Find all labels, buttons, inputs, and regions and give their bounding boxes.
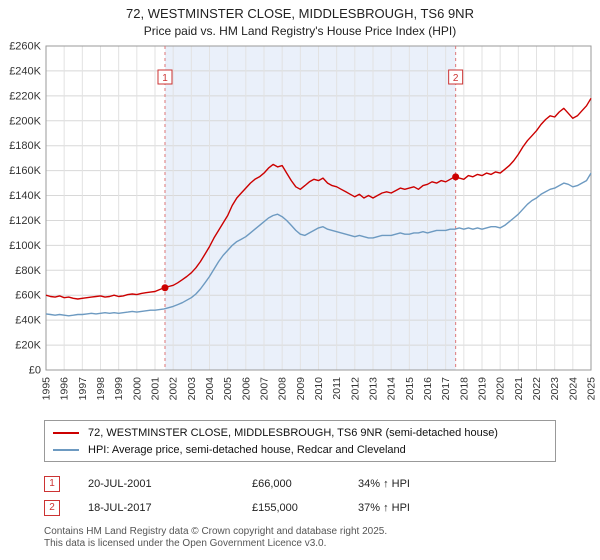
svg-text:1998: 1998 <box>95 377 107 401</box>
page-subtitle: Price paid vs. HM Land Registry's House … <box>143 24 457 38</box>
sale-2-date: 18-JUL-2017 <box>88 502 152 514</box>
svg-text:£80K: £80K <box>15 265 41 277</box>
license-footer: Contains HM Land Registry data © Crown c… <box>44 526 600 550</box>
svg-text:1: 1 <box>162 73 168 84</box>
svg-text:2023: 2023 <box>549 377 561 401</box>
blue-line-swatch <box>53 448 79 451</box>
svg-text:£120K: £120K <box>9 215 41 227</box>
svg-text:2004: 2004 <box>204 377 216 401</box>
svg-text:2011: 2011 <box>331 377 343 400</box>
svg-text:2009: 2009 <box>295 377 307 401</box>
chart-legend: 72, WESTMINSTER CLOSE, MIDDLESBROUGH, TS… <box>44 420 556 462</box>
svg-text:2010: 2010 <box>313 377 325 401</box>
svg-text:2014: 2014 <box>386 377 398 401</box>
svg-text:£100K: £100K <box>9 240 41 252</box>
footer-line-1: Contains HM Land Registry data © Crown c… <box>44 526 388 537</box>
legend-item-property: 72, WESTMINSTER CLOSE, MIDDLESBROUGH, TS… <box>53 424 547 441</box>
svg-text:2: 2 <box>453 73 459 84</box>
sale-annotation-2: 2 18-JUL-2017 £155,000 37% ↑ HPI <box>44 496 600 520</box>
svg-text:2015: 2015 <box>404 377 416 401</box>
svg-text:£0: £0 <box>29 365 41 377</box>
sale-1-hpi-delta: 34% ↑ HPI <box>358 478 410 490</box>
svg-text:2007: 2007 <box>259 377 271 401</box>
svg-text:2016: 2016 <box>422 377 434 401</box>
sale-annotations: 1 20-JUL-2001 £66,000 34% ↑ HPI 2 18-JUL… <box>0 472 600 520</box>
svg-text:£220K: £220K <box>9 90 41 102</box>
svg-text:£40K: £40K <box>15 315 41 327</box>
svg-text:£260K: £260K <box>9 41 41 53</box>
page-title: 72, WESTMINSTER CLOSE, MIDDLESBROUGH, TS… <box>126 6 474 21</box>
svg-text:2003: 2003 <box>186 377 198 401</box>
svg-text:2006: 2006 <box>240 377 252 401</box>
svg-text:£180K: £180K <box>9 140 41 152</box>
red-line-swatch <box>53 431 79 434</box>
svg-text:2018: 2018 <box>458 377 470 401</box>
svg-text:2024: 2024 <box>567 377 579 401</box>
svg-text:1999: 1999 <box>113 377 125 401</box>
svg-text:2013: 2013 <box>368 377 380 401</box>
chart-header: 72, WESTMINSTER CLOSE, MIDDLESBROUGH, TS… <box>0 0 600 40</box>
svg-text:2001: 2001 <box>150 377 162 401</box>
svg-text:2000: 2000 <box>131 377 143 401</box>
svg-text:2017: 2017 <box>440 377 452 401</box>
svg-text:2021: 2021 <box>513 377 525 401</box>
svg-text:1996: 1996 <box>59 377 71 401</box>
svg-text:2002: 2002 <box>168 377 180 401</box>
marker-1-badge: 1 <box>44 476 60 492</box>
svg-text:2019: 2019 <box>477 377 489 401</box>
svg-text:2020: 2020 <box>495 377 507 401</box>
price-chart: £0 £20K £40K £60K £80K £100K £120K £140K £160K £1… <box>9 41 598 401</box>
svg-text:£200K: £200K <box>9 115 41 127</box>
svg-text:£140K: £140K <box>9 190 41 202</box>
sale-1-date: 20-JUL-2001 <box>88 478 152 490</box>
sale-1-price: £66,000 <box>252 478 292 490</box>
legend-item-hpi: HPI: Average price, semi-detached house,… <box>53 441 547 458</box>
footer-line-2: This data is licensed under the Open Gov… <box>44 538 327 549</box>
svg-text:2008: 2008 <box>277 377 289 401</box>
svg-text:£160K: £160K <box>9 165 41 177</box>
svg-text:1997: 1997 <box>77 377 89 401</box>
sale-2-hpi-delta: 37% ↑ HPI <box>358 502 410 514</box>
marker-2-badge: 2 <box>44 500 60 516</box>
svg-text:£240K: £240K <box>9 65 41 77</box>
sale-2-price: £155,000 <box>252 502 298 514</box>
legend-label-hpi: HPI: Average price, semi-detached house,… <box>88 443 406 456</box>
svg-text:£60K: £60K <box>15 290 41 302</box>
legend-label-property: 72, WESTMINSTER CLOSE, MIDDLESBROUGH, TS… <box>88 426 498 439</box>
svg-text:2012: 2012 <box>349 377 361 401</box>
svg-text:2022: 2022 <box>531 377 543 401</box>
svg-text:1995: 1995 <box>41 377 53 401</box>
price-chart-area: £0 £20K £40K £60K £80K £100K £120K £140K £160K £1… <box>0 40 600 418</box>
sale-annotation-1: 1 20-JUL-2001 £66,000 34% ↑ HPI <box>44 472 600 496</box>
svg-text:£20K: £20K <box>15 340 41 352</box>
svg-text:2025: 2025 <box>586 377 598 401</box>
svg-text:2005: 2005 <box>222 377 234 401</box>
